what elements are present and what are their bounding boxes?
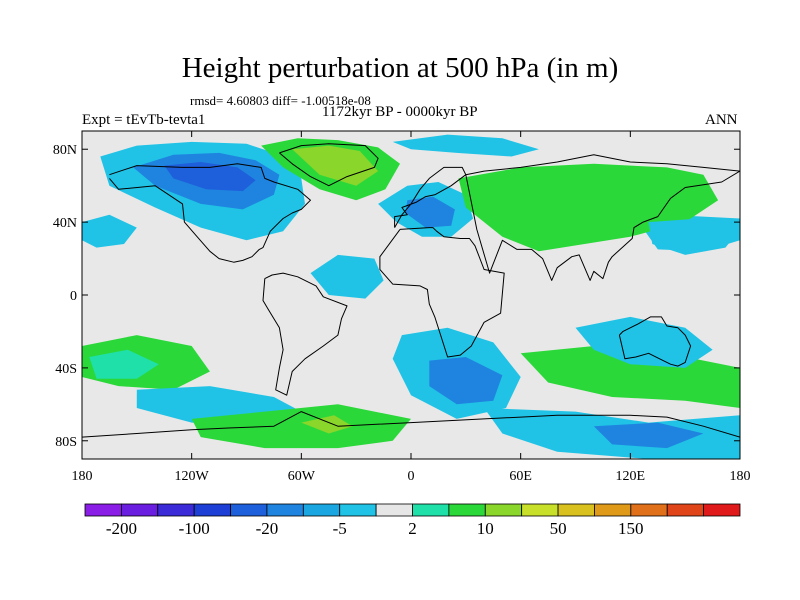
coastlines — [82, 143, 740, 438]
colorbar-swatch — [557, 503, 595, 517]
region-south-america-ridge-core — [301, 415, 353, 434]
colorbar-label: 50 — [550, 519, 567, 538]
period-label: 1172kyr BP - 0000kyr BP — [322, 104, 478, 120]
colorbar-label: -20 — [256, 519, 279, 538]
colorbar-swatch — [84, 503, 122, 517]
colorbar-swatch — [412, 503, 450, 517]
y-tick-label: 40S — [55, 362, 77, 377]
colorbar-swatch — [448, 503, 486, 517]
colorbar-label: 150 — [618, 519, 644, 538]
region-asia-trough — [648, 218, 740, 255]
colorbar-swatch — [630, 503, 668, 517]
colorbar-swatch — [230, 503, 268, 517]
x-tick-label: 120W — [175, 469, 210, 484]
colorbar-swatch — [266, 503, 304, 517]
x-tick-label: 120E — [616, 469, 646, 484]
australia-coastline — [618, 316, 692, 367]
region-greenland-ridge-core — [292, 145, 379, 186]
region-australia-trough — [575, 316, 713, 368]
axes: 180 120W 60W 0 60E 120E 180 80N 40N 0 40S 80S — [53, 131, 751, 484]
y-tick-label: 80N — [53, 143, 77, 158]
y-tick-label: 40N — [53, 216, 77, 231]
region-antarctic-trough-core — [593, 422, 704, 449]
colorbar-swatch — [375, 503, 413, 517]
colorbar-swatch — [302, 503, 341, 517]
chart-title: Height perturbation at 500 hPa (in m) — [181, 52, 619, 84]
south-america-coastline — [262, 272, 348, 396]
region-north-pacific-dateline-trough — [82, 214, 137, 248]
colorbar-swatch — [157, 503, 195, 517]
colorbar-swatch — [521, 503, 559, 517]
colorbar-swatch — [339, 503, 377, 517]
region-europe-trough-core — [405, 196, 455, 228]
stats-line: rmsd= 4.60803 diff= -1.00518e-08 — [190, 93, 371, 108]
antarctica-coastline — [82, 411, 740, 438]
north-america-coastline — [109, 163, 311, 263]
africa-coastline — [379, 227, 505, 358]
y-tick-label: 0 — [70, 289, 77, 304]
colorbar: -200 -100 -20 -5 2 10 50 150 — [84, 503, 741, 538]
colorbar-label: 2 — [408, 519, 417, 538]
colorbar-label: 10 — [477, 519, 494, 538]
region-south-pacific-ridge-core — [89, 349, 159, 379]
season-label: ANN — [705, 112, 738, 128]
colorbar-swatch — [484, 503, 523, 517]
region-south-atlantic-trough-core — [429, 357, 503, 405]
colorbar-swatch — [193, 503, 231, 517]
greenland-coastline — [279, 143, 379, 187]
y-tick-label: 80S — [55, 435, 77, 450]
region-hudson-bay-low — [164, 162, 256, 192]
region-arctic-trough — [392, 134, 539, 157]
region-tropical-atlantic-trough — [310, 254, 384, 299]
asia-coastline — [465, 154, 740, 281]
x-tick-label: 0 — [408, 469, 415, 484]
colorbar-swatch — [120, 503, 159, 517]
x-tick-label: 180 — [72, 469, 93, 484]
colorbar-swatch — [703, 503, 741, 517]
x-tick-label: 60W — [288, 469, 316, 484]
x-tick-label: 60E — [509, 469, 532, 484]
experiment-label: Expt = tEvTb-tevta1 — [82, 112, 206, 128]
colorbar-label: -5 — [333, 519, 347, 538]
europe-coastline — [394, 166, 467, 228]
colorbar-label: -100 — [179, 519, 210, 538]
x-tick-label: 180 — [730, 469, 751, 484]
colorbar-swatch — [666, 503, 705, 517]
region-south-america-ridge — [191, 404, 411, 449]
colorbar-label: -200 — [106, 519, 137, 538]
colorbar-swatch — [594, 503, 632, 517]
